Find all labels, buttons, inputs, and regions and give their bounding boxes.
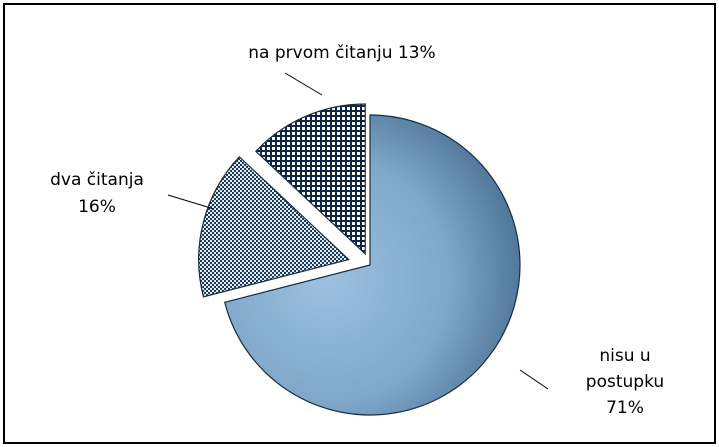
pie-slice-1 bbox=[223, 114, 521, 416]
leader-line-2 bbox=[167, 194, 215, 210]
data-label-line: nisu u bbox=[599, 346, 650, 366]
pie-slice-3 bbox=[255, 103, 366, 256]
data-label-line: 16% bbox=[78, 197, 116, 217]
data-label-2: dva čitanja 16% bbox=[50, 170, 144, 217]
data-label-line: dva čitanja bbox=[50, 170, 144, 190]
leader-line-1 bbox=[519, 369, 549, 390]
data-label-1: nisu u postupku 71% bbox=[586, 346, 664, 418]
data-label-line: 71% bbox=[606, 398, 644, 418]
data-label-line: postupku bbox=[586, 372, 664, 392]
leader-line-3 bbox=[284, 72, 323, 96]
data-label-3: na prvom čitanju 13% bbox=[248, 43, 435, 63]
pie-slice-2 bbox=[198, 155, 350, 298]
data-label-line: na prvom čitanju 13% bbox=[248, 43, 435, 63]
